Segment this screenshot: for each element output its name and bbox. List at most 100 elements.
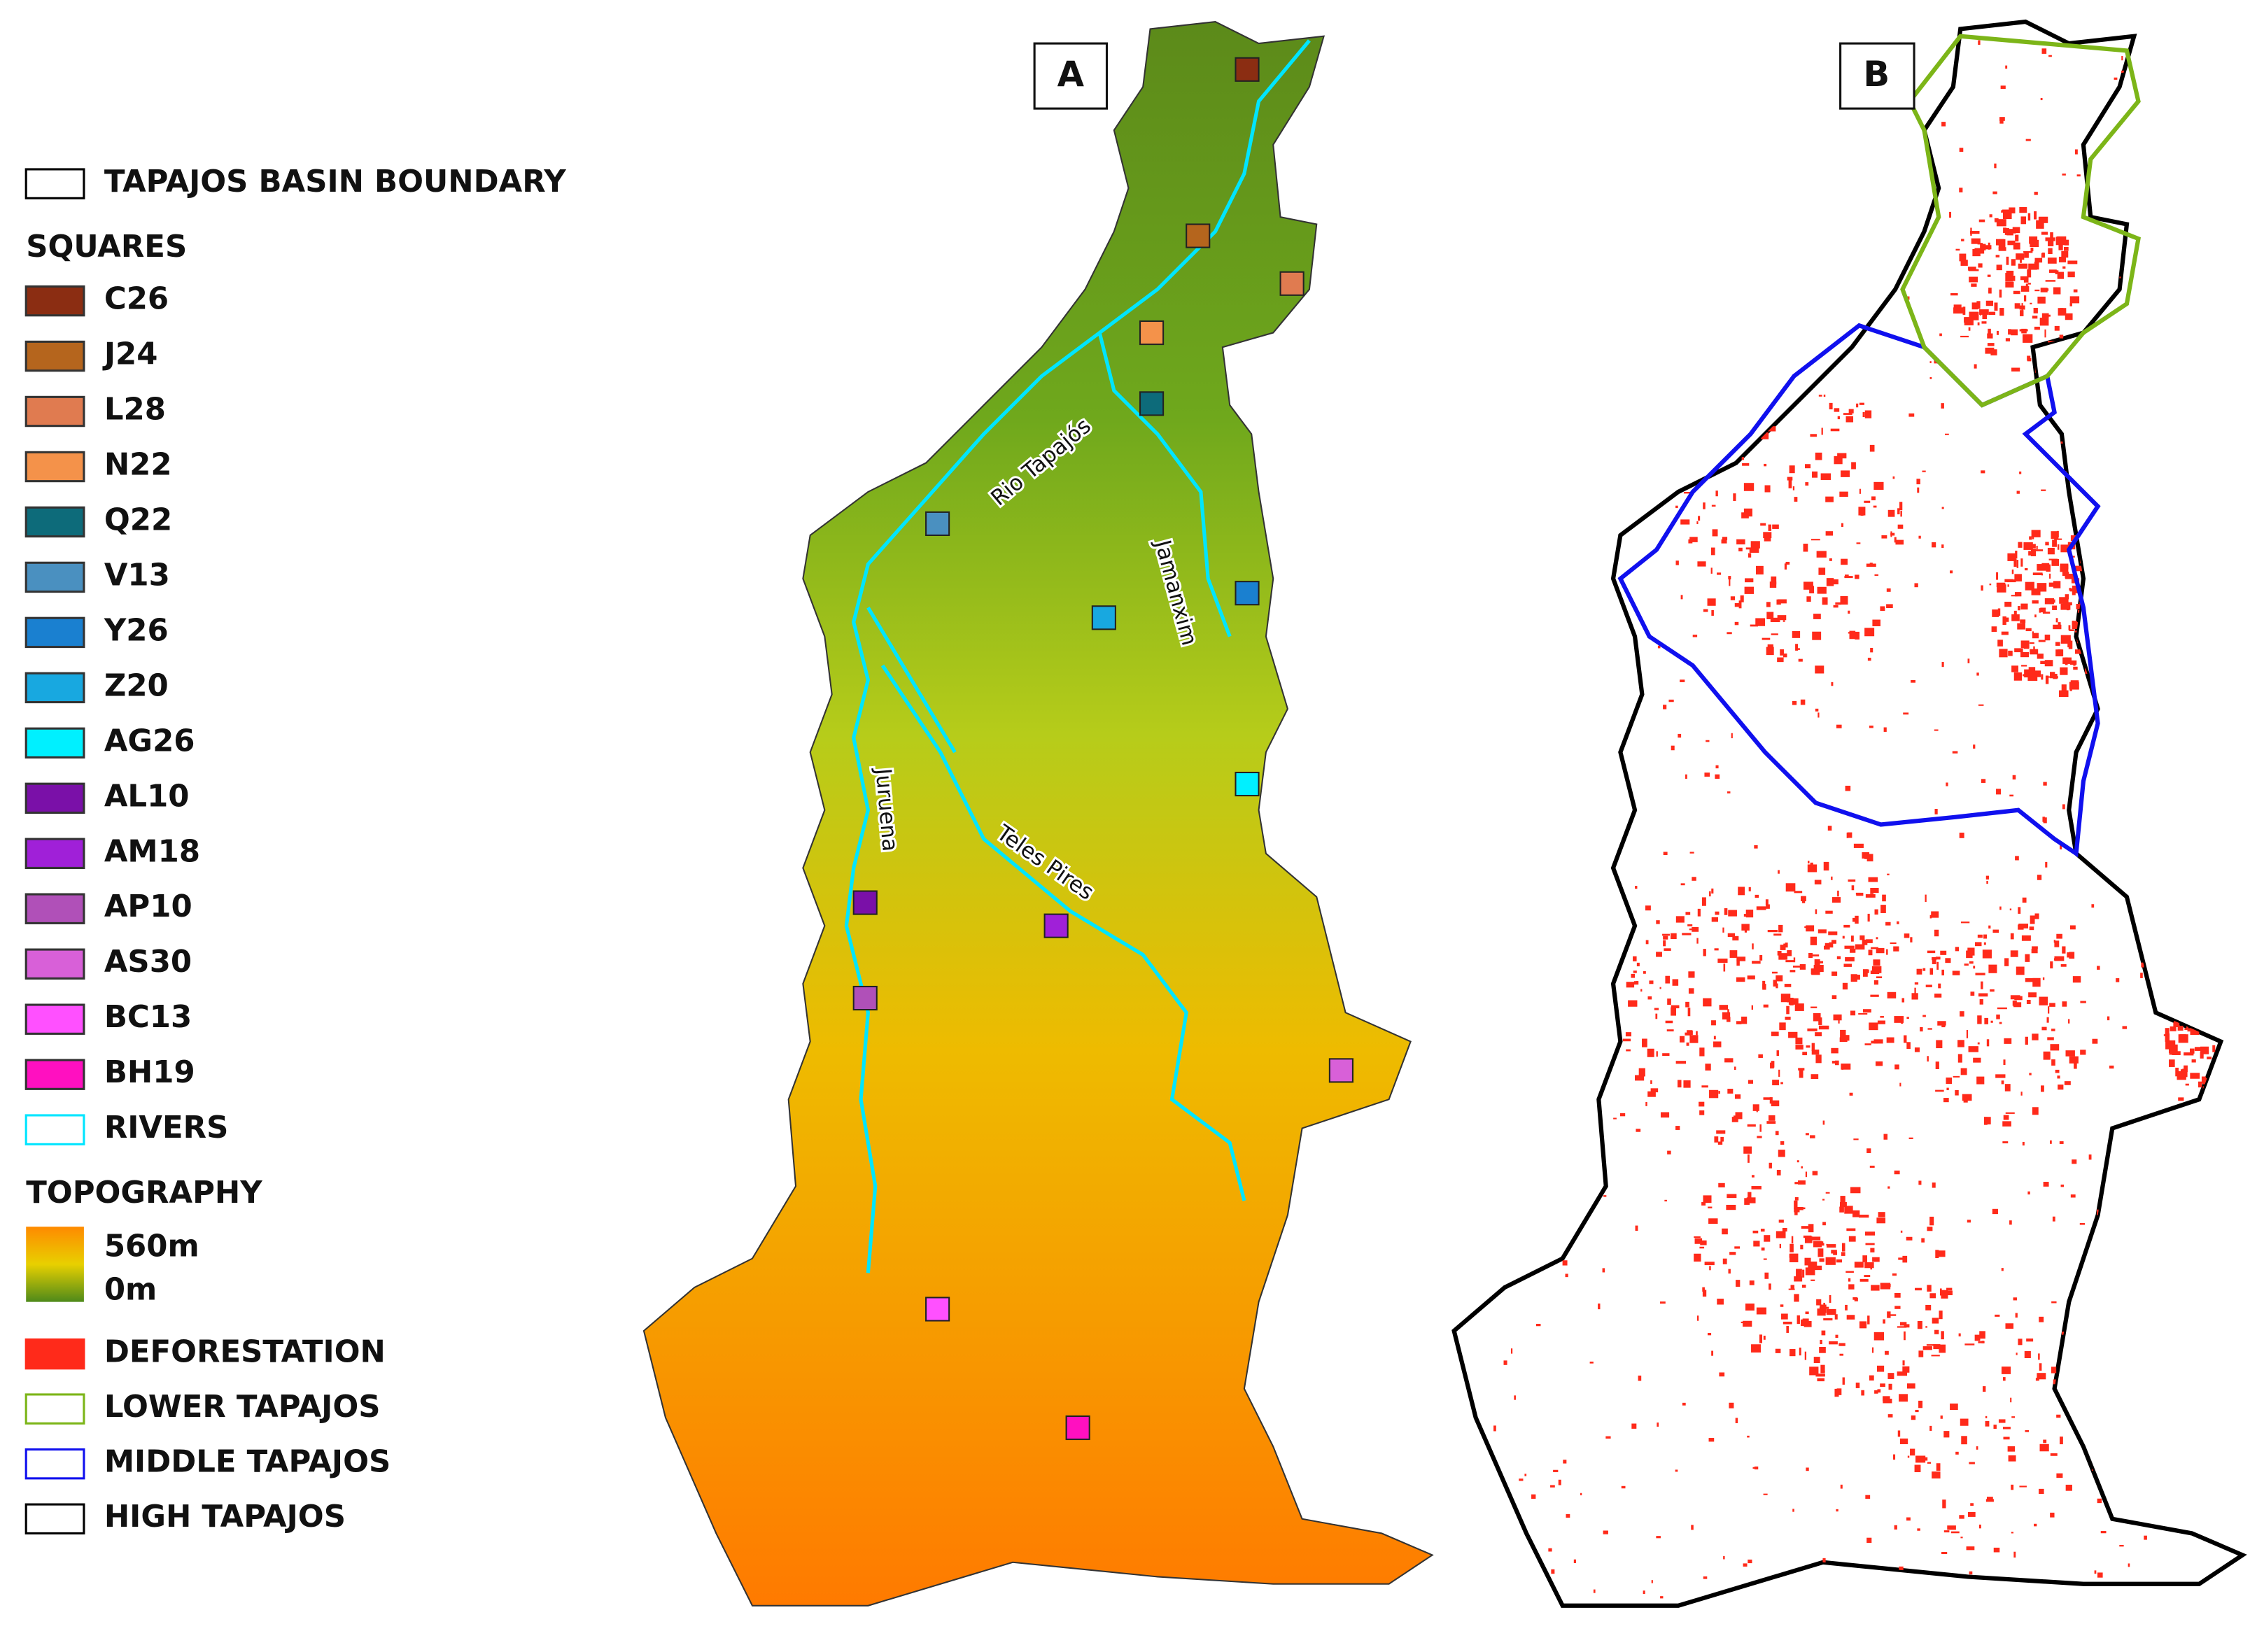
- deforestation-patch: [1966, 1546, 1975, 1551]
- deforestation-patch: [1806, 1045, 1810, 1048]
- deforestation-patch: [2034, 192, 2038, 195]
- deforestation-patch: [1834, 1314, 1838, 1320]
- deforestation-patch: [1682, 433, 1685, 439]
- deforestation-patch: [1812, 471, 1818, 478]
- legend-label: J24: [102, 337, 158, 372]
- deforestation-patch: [2176, 1288, 2180, 1291]
- deforestation-patch: [2001, 1268, 2004, 1271]
- deforestation-patch: [2055, 618, 2058, 623]
- deforestation-patch: [1841, 1063, 1851, 1070]
- deforestation-patch: [1926, 1344, 1936, 1346]
- deforestation-patch: [1901, 1022, 1904, 1024]
- deforestation-patch: [1967, 1511, 1976, 1517]
- deforestation-patch: [1728, 910, 1737, 917]
- deforestation-patch: [1831, 971, 1838, 976]
- deforestation-patch: [1834, 408, 1840, 412]
- deforestation-patch: [2093, 643, 2099, 652]
- deforestation-patch: [1706, 740, 1710, 742]
- deforestation-patch: [2149, 97, 2154, 103]
- deforestation-patch: [1784, 563, 1787, 570]
- deforestation-patch: [1778, 1220, 1784, 1223]
- deforestation-patch: [1778, 1069, 1780, 1077]
- deforestation-patch: [1727, 791, 1731, 793]
- deforestation-patch: [1613, 1117, 1617, 1120]
- deforestation-patch: [2200, 153, 2202, 158]
- deforestation-patch: [1934, 809, 1938, 814]
- deforestation-patch: [1935, 1250, 1939, 1259]
- deforestation-patch: [1788, 1288, 1795, 1290]
- deforestation-patch: [1925, 894, 1927, 902]
- deforestation-patch: [2029, 1073, 2032, 1075]
- deforestation-patch: [1758, 1054, 1763, 1058]
- deforestation-patch: [2202, 1019, 2212, 1026]
- deforestation-patch: [1734, 602, 1740, 607]
- deforestation-patch: [1558, 1479, 1561, 1485]
- deforestation-patch: [2181, 1359, 2184, 1364]
- deforestation-patch: [1763, 1335, 1766, 1340]
- deforestation-patch: [1989, 214, 1992, 218]
- square-site: [1235, 771, 1260, 797]
- deforestation-patch: [2005, 1112, 2015, 1114]
- deforestation-patch: [2050, 672, 2055, 679]
- deforestation-patch: [1847, 832, 1852, 838]
- deforestation-patch: [2037, 875, 2042, 880]
- deforestation-patch: [2224, 898, 2228, 901]
- deforestation-patch: [1837, 890, 1839, 897]
- deforestation-patch: [1859, 1278, 1869, 1282]
- deforestation-patch: [1541, 584, 1545, 588]
- deforestation-patch: [1821, 1370, 1825, 1373]
- lower-tapajos: [1900, 34, 2141, 408]
- deforestation-patch: [2196, 82, 2199, 87]
- deforestation-patch: [1668, 699, 1674, 703]
- deforestation-patch: [2115, 1171, 2118, 1173]
- deforestation-patch: [2041, 489, 2046, 491]
- deforestation-patch: [1894, 1170, 1900, 1175]
- deforestation-patch: [1638, 1068, 1645, 1077]
- deforestation-patch: [1807, 1028, 1817, 1031]
- deforestation-patch: [2251, 154, 2254, 157]
- deforestation-patch: [2207, 206, 2212, 209]
- deforestation-patch: [2092, 1038, 2098, 1044]
- deforestation-patch: [2107, 633, 2113, 640]
- deforestation-patch: [1995, 255, 2000, 257]
- deforestation-patch: [2027, 1191, 2030, 1195]
- deforestation-patch: [2028, 667, 2036, 675]
- deforestation-patch: [1741, 1016, 1748, 1024]
- deforestation-patch: [1763, 1493, 1768, 1495]
- deforestation-patch: [2219, 1068, 2227, 1076]
- deforestation-patch: [2034, 1523, 2037, 1527]
- deforestation-patch: [1849, 630, 1856, 640]
- deforestation-patch: [2043, 584, 2046, 588]
- deforestation-patch: [1859, 488, 1861, 494]
- deforestation-patch: [2003, 617, 2009, 622]
- deforestation-patch: [2165, 1040, 2172, 1050]
- deforestation-patch: [1785, 883, 1796, 892]
- deforestation-patch: [1568, 262, 1570, 267]
- deforestation-patch: [1854, 1262, 1864, 1268]
- deforestation-patch: [1987, 274, 1991, 277]
- deforestation-patch: [1562, 736, 1567, 740]
- deforestation-patch: [1749, 548, 1759, 553]
- deforestation-patch: [1973, 966, 1976, 969]
- deforestation-patch: [1780, 1141, 1785, 1145]
- deforestation-patch: [1957, 1054, 1962, 1063]
- deforestation-patch: [2045, 280, 2056, 282]
- deforestation-patch: [1628, 1000, 1638, 1007]
- deforestation-patch: [1727, 1009, 1729, 1015]
- deforestation-patch: [1712, 433, 1720, 439]
- deforestation-patch: [2095, 1419, 2098, 1422]
- deforestation-patch: [1837, 453, 1847, 459]
- deforestation-patch: [1778, 953, 1788, 960]
- deforestation-patch: [1816, 551, 1827, 558]
- deforestation-patch: [1893, 1454, 1896, 1460]
- deforestation-patch: [1981, 981, 1983, 989]
- deforestation-patch: [1496, 621, 1502, 623]
- deforestation-patch: [1711, 1020, 1716, 1026]
- deforestation-patch: [1810, 434, 1817, 437]
- legend-swatch: [24, 285, 85, 317]
- deforestation-patch: [1548, 545, 1550, 549]
- deforestation-patch: [2033, 549, 2044, 551]
- deforestation-patch: [1636, 1129, 1641, 1132]
- deforestation-patch: [2040, 97, 2043, 101]
- deforestation-patch: [2040, 661, 2048, 665]
